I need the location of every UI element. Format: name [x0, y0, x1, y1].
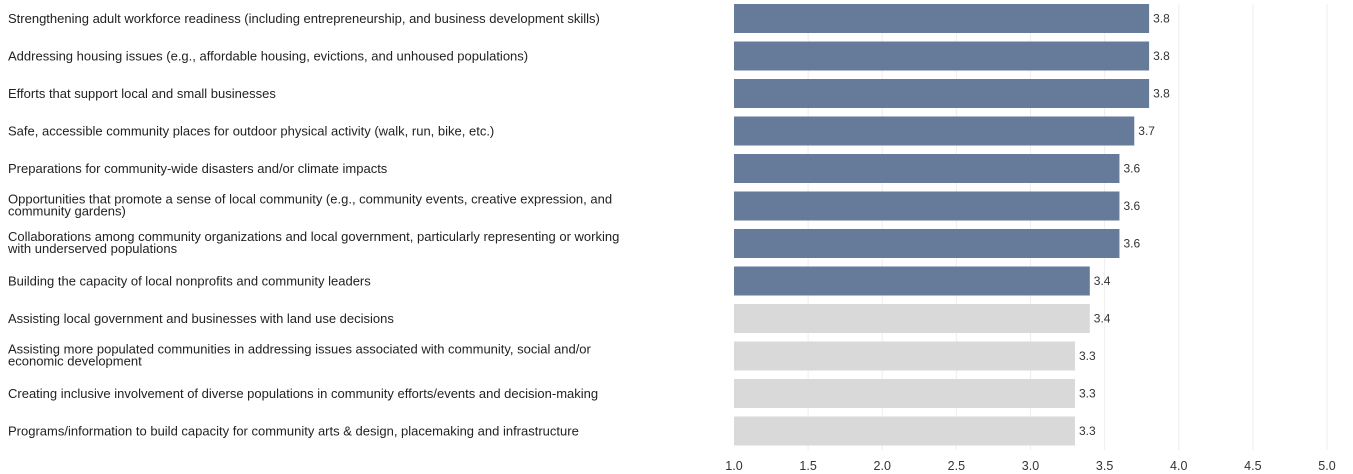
- category-label: Assisting local government and businesse…: [8, 311, 394, 326]
- value-label: 3.3: [1079, 349, 1096, 363]
- bar: [734, 191, 1120, 221]
- bar: [734, 304, 1090, 333]
- gridlines: [807, 4, 1328, 450]
- x-tick-label: 4.5: [1244, 459, 1261, 473]
- x-tick-label: 1.5: [799, 459, 816, 473]
- category-label-line: Collaborations among community organizat…: [8, 229, 619, 244]
- category-label-line: Opportunities that promote a sense of lo…: [8, 192, 612, 207]
- bar: [734, 79, 1150, 108]
- bar: [734, 416, 1075, 446]
- x-tick-label: 2.5: [948, 459, 965, 473]
- x-tick-label: 1.0: [725, 459, 742, 473]
- value-label: 3.7: [1138, 124, 1155, 138]
- category-label: Addressing housing issues (e.g., afforda…: [8, 49, 528, 64]
- bar: [734, 379, 1075, 408]
- category-label-line: with underserved populations: [7, 241, 178, 256]
- category-label-line: economic development: [8, 354, 142, 369]
- category-label-line: Strengthening adult workforce readiness …: [8, 11, 600, 26]
- category-label: Safe, accessible community places for ou…: [8, 124, 494, 139]
- bar: [734, 266, 1090, 296]
- bar: [734, 341, 1075, 371]
- category-label: Programs/information to build capacity f…: [8, 424, 579, 439]
- category-label-line: Assisting local government and businesse…: [8, 311, 394, 326]
- value-label: 3.6: [1123, 237, 1140, 251]
- value-labels: 3.8 3.8 3.8 3.7 3.6 3.6 3.6 3.4 3.4 3.3 3.3 3.3: [1079, 12, 1170, 439]
- x-tick-label: 4.0: [1170, 459, 1187, 473]
- category-label-line: Programs/information to build capacity f…: [8, 424, 579, 439]
- x-tick-label: 3.5: [1096, 459, 1113, 473]
- category-label-line: Efforts that support local and small bus…: [8, 86, 276, 101]
- category-label: Opportunities that promote a sense of lo…: [8, 192, 612, 219]
- category-label: Preparations for community-wide disaster…: [8, 161, 388, 176]
- category-label: Collaborations among community organizat…: [7, 229, 619, 256]
- bar: [734, 4, 1150, 33]
- bar: [734, 41, 1150, 71]
- value-label: 3.6: [1123, 199, 1140, 213]
- category-label: Assisting more populated communities in …: [8, 342, 592, 369]
- x-tick-label: 2.0: [874, 459, 891, 473]
- x-tick-label: 5.0: [1318, 459, 1335, 473]
- x-axis-ticks: 1.0 1.5 2.0 2.5 3.0 3.5 4.0 4.5 5.0: [725, 459, 1335, 473]
- category-label-line: Preparations for community-wide disaster…: [8, 161, 388, 176]
- category-label: Creating inclusive involvement of divers…: [8, 386, 598, 401]
- value-label: 3.4: [1094, 312, 1111, 326]
- category-label: Strengthening adult workforce readiness …: [8, 11, 600, 26]
- value-label: 3.3: [1079, 424, 1096, 438]
- bar: [734, 229, 1120, 258]
- value-label: 3.6: [1123, 162, 1140, 176]
- bar: [734, 154, 1120, 183]
- value-label: 3.4: [1094, 274, 1111, 288]
- category-labels: Strengthening adult workforce readiness …: [7, 11, 619, 439]
- value-label: 3.8: [1153, 87, 1170, 101]
- category-label-line: Addressing housing issues (e.g., afforda…: [8, 49, 528, 64]
- bars: [734, 4, 1150, 446]
- value-label: 3.8: [1153, 12, 1170, 26]
- category-label-line: Creating inclusive involvement of divers…: [8, 386, 598, 401]
- value-label: 3.8: [1153, 49, 1170, 63]
- x-tick-label: 3.0: [1022, 459, 1039, 473]
- category-label: Building the capacity of local nonprofit…: [8, 274, 371, 289]
- category-label: Efforts that support local and small bus…: [8, 86, 276, 101]
- category-label-line: Building the capacity of local nonprofit…: [8, 274, 371, 289]
- bar: [734, 116, 1135, 146]
- category-label-line: community gardens): [8, 204, 126, 219]
- value-label: 3.3: [1079, 387, 1096, 401]
- category-label-line: Assisting more populated communities in …: [8, 342, 592, 357]
- category-label-line: Safe, accessible community places for ou…: [8, 124, 494, 139]
